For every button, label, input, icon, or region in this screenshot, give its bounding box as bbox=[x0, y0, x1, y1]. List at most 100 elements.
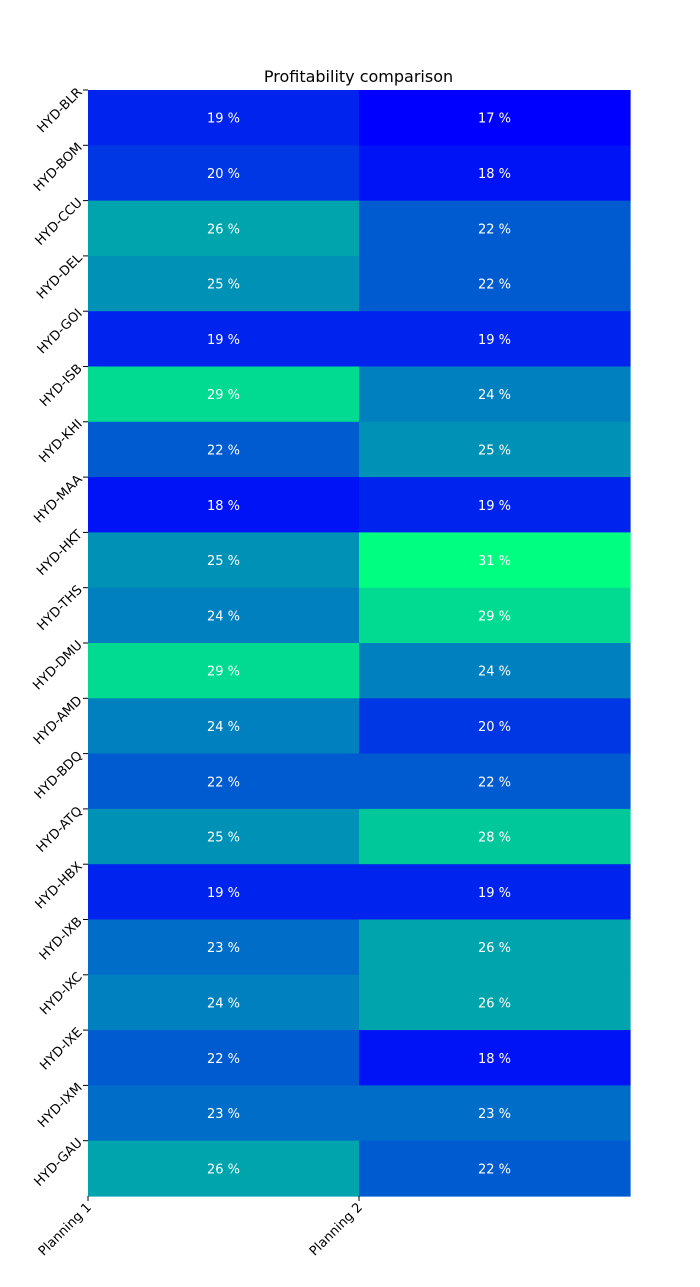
cell-value-label: 29 % bbox=[207, 388, 240, 403]
heatmap-cell bbox=[359, 753, 631, 810]
cell-value-label: 19 % bbox=[478, 499, 511, 514]
cell-value-label: 28 % bbox=[478, 831, 511, 846]
cell-value-label: 19 % bbox=[478, 886, 511, 901]
heatmap-cell bbox=[88, 311, 360, 368]
cell-value-label: 22 % bbox=[207, 1052, 240, 1067]
y-tick-label: HYD-HKT bbox=[34, 527, 85, 578]
y-tick-label: HYD-BLR bbox=[35, 85, 86, 136]
y-tick-label: HYD-DMU bbox=[30, 638, 85, 693]
heatmap-cell bbox=[88, 587, 360, 644]
cell-value-label: 26 % bbox=[478, 996, 511, 1011]
y-tick-label: HYD-IXB bbox=[37, 915, 86, 964]
heatmap-cell bbox=[359, 698, 631, 755]
heatmap-cell bbox=[359, 311, 631, 368]
cell-value-label: 18 % bbox=[478, 1052, 511, 1067]
heatmap-cell bbox=[88, 1030, 360, 1086]
cell-value-label: 24 % bbox=[478, 665, 511, 680]
cell-value-label: 19 % bbox=[478, 333, 511, 348]
cell-value-label: 18 % bbox=[207, 499, 240, 514]
heatmap-cell bbox=[359, 477, 631, 533]
heatmap-cell bbox=[359, 255, 631, 312]
heatmap-cell bbox=[359, 587, 631, 644]
heatmap-cell bbox=[359, 145, 631, 202]
cell-value-label: 24 % bbox=[207, 996, 240, 1011]
heatmap-cell bbox=[88, 90, 360, 146]
heatmap-cell bbox=[88, 421, 360, 478]
heatmap-cell bbox=[88, 145, 360, 202]
y-tick-label: HYD-KHI bbox=[36, 417, 85, 466]
y-tick-label: HYD-BDQ bbox=[32, 749, 86, 803]
cell-value-label: 17 % bbox=[478, 112, 511, 127]
y-tick-label: HYD-IXE bbox=[37, 1025, 85, 1073]
cell-value-label: 24 % bbox=[478, 388, 511, 403]
y-tick-label: HYD-AMD bbox=[31, 693, 86, 748]
y-tick-label: HYD-HBX bbox=[33, 859, 86, 912]
heatmap-cell bbox=[359, 808, 631, 865]
y-tick-label: HYD-ATQ bbox=[34, 804, 86, 856]
y-tick-label: HYD-IXM bbox=[35, 1080, 85, 1130]
heatmap-cell bbox=[359, 643, 631, 699]
y-tick-label: HYD-THS bbox=[35, 583, 86, 634]
cell-value-label: 23 % bbox=[207, 941, 240, 956]
cell-value-label: 29 % bbox=[478, 609, 511, 624]
cell-value-label: 26 % bbox=[478, 941, 511, 956]
heatmap-cell bbox=[88, 255, 360, 312]
cell-value-label: 24 % bbox=[207, 609, 240, 624]
heatmap-cell bbox=[88, 200, 360, 257]
heatmap-cell bbox=[359, 864, 631, 921]
y-tick-label: HYD-BOM bbox=[31, 140, 86, 195]
cell-value-label: 18 % bbox=[478, 167, 511, 182]
cell-value-label: 19 % bbox=[207, 886, 240, 901]
cell-value-label: 20 % bbox=[478, 720, 511, 735]
heatmap-cell bbox=[88, 643, 360, 699]
heatmap-cell bbox=[88, 698, 360, 755]
heatmap-cell bbox=[359, 1140, 631, 1197]
cell-value-label: 22 % bbox=[478, 775, 511, 790]
cell-value-label: 23 % bbox=[207, 1107, 240, 1122]
x-axis: Planning 1 Planning 2 bbox=[36, 1196, 366, 1259]
cell-value-label: 25 % bbox=[478, 443, 511, 458]
y-tick-label: HYD-IXC bbox=[37, 970, 85, 1018]
cell-value-label: 25 % bbox=[207, 278, 240, 293]
cell-value-label: 22 % bbox=[207, 443, 240, 458]
heatmap-cell bbox=[359, 90, 631, 146]
heatmap-cell bbox=[359, 919, 631, 976]
cell-value-label: 23 % bbox=[478, 1107, 511, 1122]
cell-value-label: 22 % bbox=[478, 222, 511, 237]
cell-value-label: 20 % bbox=[207, 167, 240, 182]
x-tick-label: Planning 2 bbox=[307, 1200, 366, 1259]
cell-value-label: 24 % bbox=[207, 720, 240, 735]
cell-value-label: 25 % bbox=[207, 831, 240, 846]
heatmap-cell bbox=[359, 532, 631, 589]
heatmap-cell bbox=[88, 1085, 360, 1142]
heatmap-cell bbox=[359, 366, 631, 423]
cell-value-label: 26 % bbox=[207, 1162, 240, 1177]
heatmap-cell bbox=[88, 864, 360, 921]
heatmap-cell bbox=[359, 421, 631, 478]
x-tick-label: Planning 1 bbox=[36, 1200, 95, 1259]
heatmap-cell bbox=[359, 200, 631, 257]
cell-value-label: 22 % bbox=[478, 1162, 511, 1177]
y-tick-label: HYD-MAA bbox=[31, 472, 85, 526]
y-tick-label: HYD-GOI bbox=[35, 306, 86, 357]
y-tick-label: HYD-ISB bbox=[37, 362, 85, 410]
heatmap-cell bbox=[359, 1085, 631, 1142]
y-tick-label: HYD-GAU bbox=[32, 1136, 86, 1190]
heatmap-cell bbox=[88, 808, 360, 865]
cell-value-label: 31 % bbox=[478, 554, 511, 569]
cell-value-label: 19 % bbox=[207, 112, 240, 127]
heatmap-cell bbox=[88, 753, 360, 810]
y-tick-label: HYD-DEL bbox=[34, 250, 86, 302]
heatmap-cell bbox=[88, 532, 360, 589]
heatmap-cell bbox=[88, 974, 360, 1031]
heatmap-cell bbox=[88, 366, 360, 423]
heatmap-cell bbox=[88, 477, 360, 533]
heatmap-cell bbox=[88, 1140, 360, 1197]
heatmap-cell bbox=[88, 919, 360, 976]
cell-value-label: 19 % bbox=[207, 333, 240, 348]
chart-title: Profitability comparison bbox=[264, 67, 453, 86]
y-tick-label: HYD-CCU bbox=[33, 196, 86, 249]
heatmap-cells: 19 % 17 % 20 % 18 % 26 % 22 % 25 % 22 % 19 % 19 %… bbox=[88, 90, 631, 1197]
cell-value-label: 22 % bbox=[207, 775, 240, 790]
cell-value-label: 26 % bbox=[207, 222, 240, 237]
